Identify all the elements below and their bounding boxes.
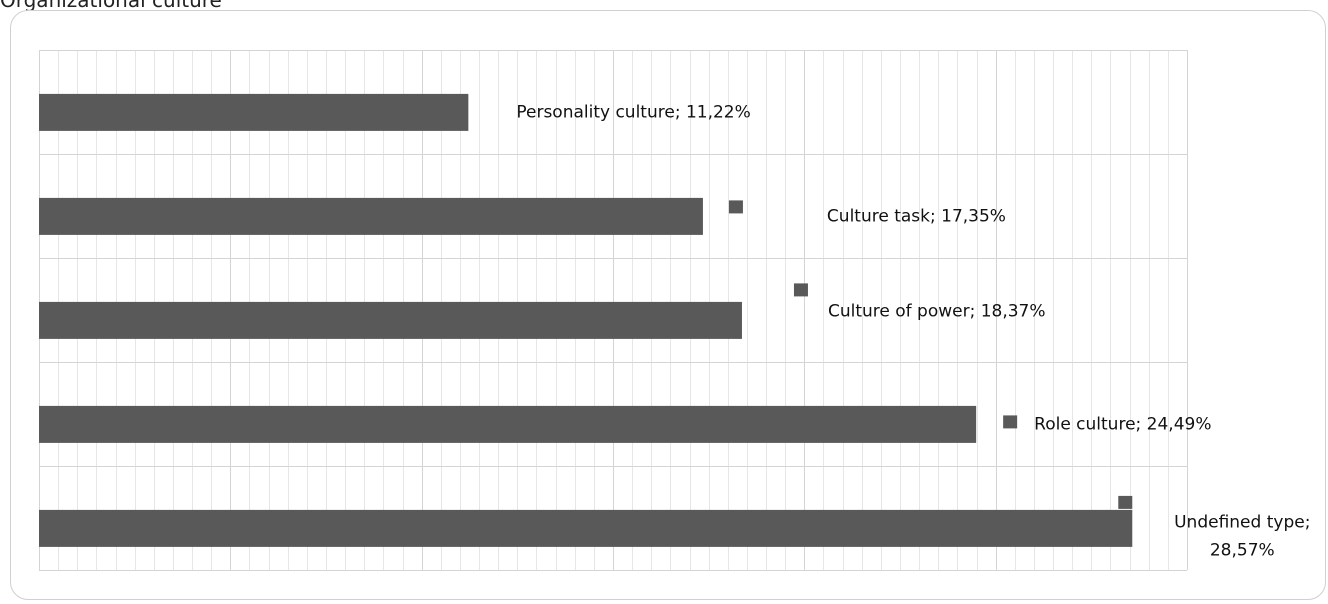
data-label: Culture of power; 18,37% (828, 301, 1046, 321)
label-key-square (728, 200, 743, 214)
bars (39, 93, 1133, 547)
data-label: Culture task; 17,35% (827, 206, 1006, 226)
label-key-square (1118, 495, 1133, 509)
bar (39, 197, 703, 235)
label-key-square (793, 283, 808, 297)
bar (39, 301, 742, 339)
data-labels: Personality culture; 11,22% Culture task;… (516, 102, 1310, 560)
data-label: Role culture; 24,49% (1034, 414, 1211, 434)
data-label: 28,57% (1210, 540, 1275, 560)
label-key-square (1003, 415, 1018, 429)
data-label: Undefined type; (1174, 512, 1310, 532)
chart-title: Organizational culture (0, 0, 222, 12)
bar (39, 509, 1133, 547)
data-label: Personality culture; 11,22% (516, 102, 750, 122)
bar (39, 405, 977, 443)
bar (39, 93, 469, 131)
